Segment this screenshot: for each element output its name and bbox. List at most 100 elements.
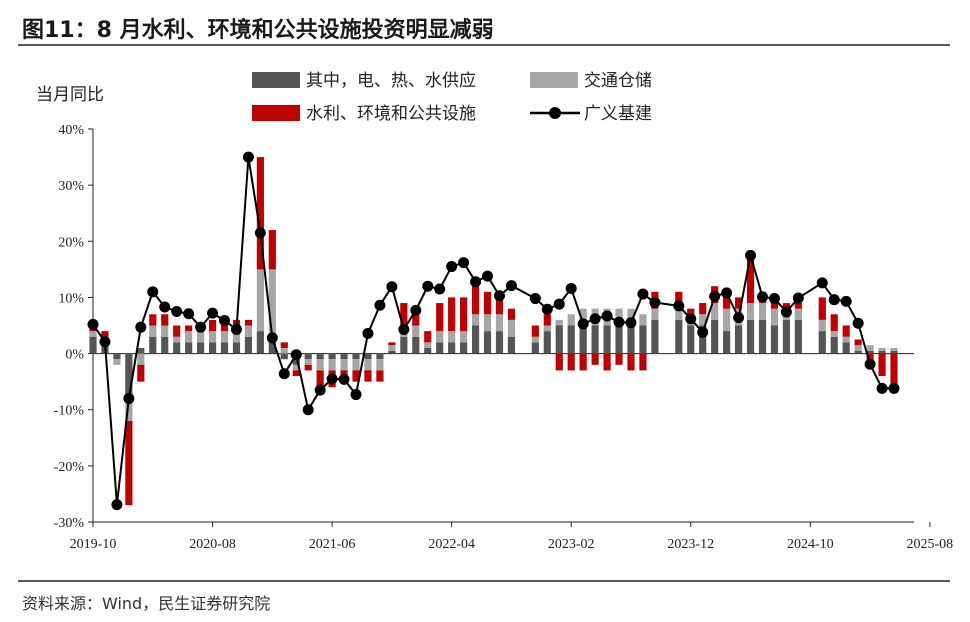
bar-2 [471,286,480,315]
bar-0 [424,347,432,354]
legend-label: 其中，电、热、水供应 [306,71,476,91]
bar-0 [675,319,683,354]
bar-0 [495,331,504,354]
bar-1 [125,398,133,421]
line-point [135,321,147,333]
line-point [434,283,446,295]
bar-2 [376,370,384,382]
bar-1 [543,325,551,332]
y-tick-label: -10% [54,404,85,419]
legend-swatch-dot [549,107,561,119]
bar-0 [483,331,492,354]
bar-0 [328,353,336,360]
line-point [768,293,780,305]
bar-2 [567,353,575,371]
bar-1 [531,336,539,343]
bar-1 [471,314,480,326]
bar-2 [890,353,898,393]
line-point [493,290,505,302]
bar-1 [818,319,826,332]
line-point [780,306,792,318]
line-point [398,323,410,335]
line-point [183,308,195,320]
bar-1 [280,347,288,354]
bar-2 [639,353,647,371]
line-point [864,358,876,370]
line-point [99,336,111,348]
bar-0 [878,350,886,354]
bar-1 [448,331,456,343]
bar-1 [376,359,384,371]
legend-swatch [252,72,300,88]
bar-2 [627,353,635,371]
line-point [529,293,541,305]
line-point [637,288,649,300]
bar-0 [854,350,862,354]
bar-0 [316,353,324,360]
bar-0 [304,353,312,360]
bar-1 [651,308,659,320]
line-point [338,373,350,385]
bar-1 [567,314,575,326]
bar-2 [400,303,408,326]
bar-1 [890,347,898,351]
axes: 当月同比 40% 30% 20% 10% 0% -10% -20% -30% 2019-10 202… [36,85,953,552]
bar-1 [304,359,312,365]
bar-0 [639,325,647,354]
bar-1 [639,314,647,326]
bar-2 [125,420,133,506]
bar-1 [794,308,802,320]
bar-1 [412,325,420,337]
bar-0 [830,336,838,354]
line-point [589,313,601,325]
bar-0 [161,336,169,354]
bar-2 [424,331,432,343]
bar-0 [591,325,599,354]
bar-2 [352,370,360,382]
bar-0 [364,353,372,360]
bar-2 [818,297,826,320]
line-point [195,321,207,333]
bar-1 [878,347,886,351]
bar-1 [842,336,850,343]
bar-1 [185,331,193,343]
line-point [446,261,458,273]
line-point [721,287,733,299]
bar-0 [890,350,898,354]
source-note: 资料来源：Wind，民生证券研究院 [22,594,271,613]
x-tick-label: 2020-08 [189,537,236,552]
bar-1 [854,345,862,351]
x-tick-label: 2019-10 [70,537,117,552]
bar-0 [412,336,420,354]
line-point [123,392,135,404]
bar-2 [723,297,731,309]
line-point [290,349,302,361]
x-tick-label: 2023-12 [667,537,714,552]
bar-0 [603,325,611,354]
line-point [111,499,123,511]
bar-2 [854,339,862,346]
bar-1 [232,331,241,343]
line-point [649,296,661,308]
legend-label: 交通仓储 [584,71,652,91]
bar-2 [280,342,288,348]
line-point [326,373,338,385]
line-point [828,294,840,306]
bar-0 [125,353,133,399]
bar-0 [555,325,563,354]
bar-1 [555,319,563,326]
bar-2 [137,364,145,382]
bar-1 [161,325,169,337]
bar-0 [268,336,276,354]
line-point [745,249,757,261]
line-point [553,298,565,310]
bar-1 [483,314,492,332]
bar-1 [830,331,838,337]
bar-1 [173,336,181,343]
line-point [147,286,159,298]
line-point [350,389,362,401]
bar-1 [292,364,300,371]
line-point [230,323,242,335]
